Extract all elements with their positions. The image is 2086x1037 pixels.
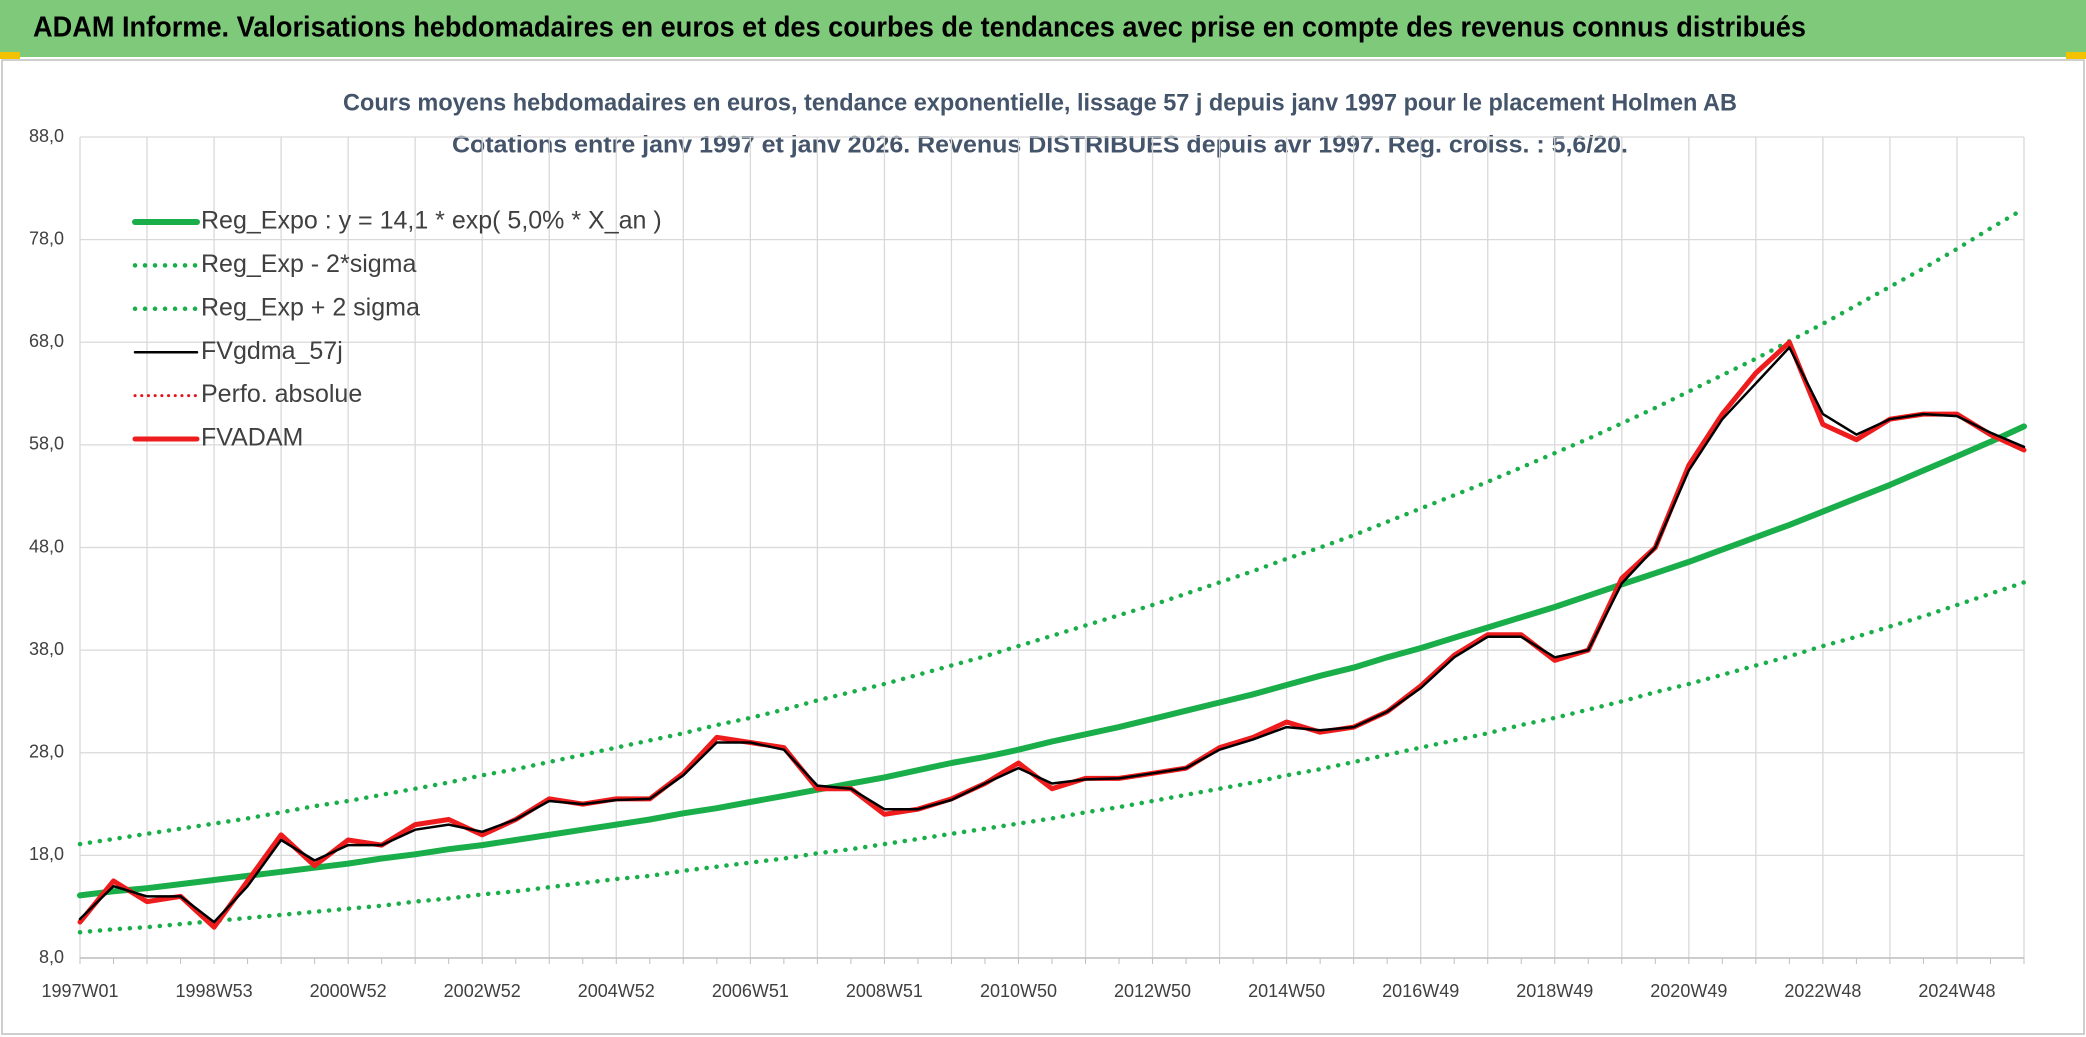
y-tick-label: 88,0 <box>29 126 64 146</box>
banner <box>0 0 2086 57</box>
x-tick-label: 2002W52 <box>444 981 521 1001</box>
series-line <box>78 346 2026 924</box>
x-tick-label: 2010W50 <box>980 981 1057 1001</box>
x-tick-label: 1997W01 <box>41 981 118 1001</box>
x-tick-label: 2004W52 <box>578 981 655 1001</box>
legend-label: FVADAM <box>201 424 303 452</box>
y-tick-label: 18,0 <box>29 844 64 864</box>
legend-label: Reg_Exp + 2 sigma <box>201 293 420 321</box>
x-tick-label: 2020W49 <box>1650 981 1727 1001</box>
series-line <box>77 206 2027 847</box>
x-tick-label: 1998W53 <box>176 981 253 1001</box>
x-tick-label: 2024W48 <box>1918 981 1995 1001</box>
series-line <box>77 423 2027 899</box>
x-tick-label: 2014W50 <box>1248 981 1325 1001</box>
y-tick-label: 48,0 <box>29 536 64 556</box>
banner-title: ADAM Informe. Valorisations hebdomadaire… <box>33 12 1806 44</box>
chart-frame <box>1 59 2085 1035</box>
legend-label: Perfo. absolue <box>201 380 362 408</box>
y-tick-label: 8,0 <box>39 947 64 967</box>
series-line <box>77 580 2027 935</box>
legend-label: Reg_Exp - 2*sigma <box>201 250 416 278</box>
chart-subtitle: Cotations entre janv 1997 et janv 2026. … <box>452 131 1628 158</box>
legend-label: FVgdma_57j <box>201 337 343 365</box>
corner-mark <box>2066 52 2086 59</box>
x-tick-label: 2016W49 <box>1382 981 1459 1001</box>
y-tick-label: 68,0 <box>29 331 64 351</box>
x-tick-label: 2006W51 <box>712 981 789 1001</box>
x-tick-label: 2018W49 <box>1516 981 1593 1001</box>
legend-label: Reg_Expo : y = 14,1 * exp( 5,0% * X_an ) <box>201 207 662 235</box>
series-line <box>77 339 2027 930</box>
x-tick-label: 2008W51 <box>846 981 923 1001</box>
y-tick-label: 78,0 <box>29 228 64 248</box>
x-tick-label: 2000W52 <box>310 981 387 1001</box>
y-tick-label: 28,0 <box>29 742 64 762</box>
x-tick-label: 2022W48 <box>1784 981 1861 1001</box>
x-tick-label: 2012W50 <box>1114 981 1191 1001</box>
y-tick-label: 58,0 <box>29 434 64 454</box>
chart-title: Cours moyens hebdomadaires en euros, ten… <box>343 89 1737 116</box>
y-tick-label: 38,0 <box>29 639 64 659</box>
corner-mark <box>0 52 20 59</box>
